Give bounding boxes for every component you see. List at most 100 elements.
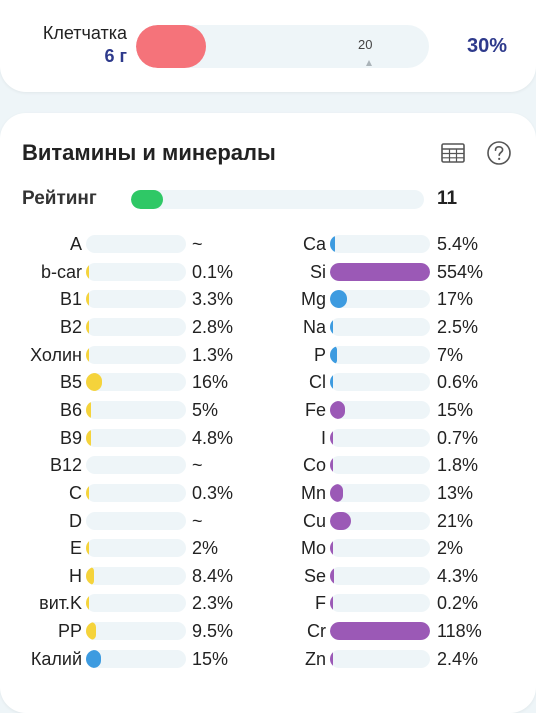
- nutrient-progress-bar: [330, 456, 430, 475]
- nutrient-progress-fill: [330, 400, 345, 419]
- nutrient-row: Mg 17%: [0, 288, 536, 310]
- nutrient-progress-bar: [86, 400, 186, 419]
- nutrient-value: 1.8%: [437, 455, 479, 476]
- nutrient-progress-bar: [330, 539, 430, 558]
- nutrient-value: 0.2%: [437, 593, 479, 614]
- nutrient-label: Mn: [300, 482, 326, 503]
- nutrient-label: E: [69, 538, 82, 559]
- nutrient-label: B2: [59, 316, 82, 337]
- nutrient-progress-bar: [86, 483, 186, 502]
- nutrient-progress-fill: [330, 594, 333, 613]
- nutrient-progress-bar: [330, 317, 430, 336]
- nutrient-row: PP 9.5%: [0, 620, 536, 642]
- nutrient-value: 15%: [437, 399, 474, 420]
- nutrient-label: I: [320, 427, 326, 448]
- fiber-amount: 6 г: [104, 46, 127, 66]
- nutrient-progress-bar: [86, 373, 186, 392]
- nutrient-row: D ~: [0, 510, 536, 532]
- nutrient-label: Mo: [300, 538, 326, 559]
- nutrient-label: Fe: [304, 399, 326, 420]
- nutrient-progress-bar: [86, 566, 186, 585]
- nutrient-progress-fill: [330, 456, 333, 475]
- nutrient-row: Калий 15%: [0, 648, 536, 670]
- nutrient-label: P: [313, 344, 326, 365]
- nutrient-label: B5: [59, 372, 82, 393]
- nutrient-progress-fill: [330, 262, 430, 281]
- nutrient-value: 554%: [437, 261, 484, 282]
- nutrient-value: 2.3%: [192, 593, 234, 614]
- nutrient-value: 16%: [192, 372, 229, 393]
- nutrient-value: ~: [192, 234, 203, 254]
- nutrient-progress-fill: [86, 566, 95, 585]
- nutrient-row: A ~: [0, 233, 536, 255]
- vitamins-title: Витамины и минералы: [22, 140, 276, 165]
- fiber-label: Клетчатка: [42, 23, 127, 43]
- nutrient-row: Cr 118%: [0, 620, 536, 642]
- nutrient-progress-bar: [330, 235, 430, 253]
- nutrient-progress-fill: [86, 400, 91, 419]
- nutrient-progress-fill: [86, 539, 89, 558]
- nutrient-value: 17%: [437, 289, 474, 310]
- fiber-target-marker: [366, 60, 372, 66]
- help-circle-icon[interactable]: [486, 140, 512, 166]
- nutrient-label: C: [69, 482, 82, 503]
- nutrient-value: 2.8%: [192, 316, 234, 337]
- nutrient-value: 5%: [192, 399, 219, 420]
- nutrient-value: 21%: [437, 510, 474, 531]
- nutrient-row: b-car 0.1%: [0, 261, 536, 283]
- nutrient-label: Co: [302, 455, 326, 476]
- nutrient-progress-fill: [330, 622, 430, 641]
- nutrient-progress-bar: [330, 262, 430, 281]
- nutrient-value: 5.4%: [437, 234, 479, 254]
- nutrient-progress-bar: [86, 235, 186, 253]
- nutrient-row: C 0.3%: [0, 482, 536, 504]
- rating-label: Рейтинг: [22, 188, 97, 209]
- nutrient-value: ~: [192, 510, 203, 531]
- nutrient-progress-bar: [86, 317, 186, 336]
- table-icon[interactable]: [440, 140, 466, 166]
- nutrient-label: Cr: [307, 621, 326, 642]
- nutrient-value: 4.8%: [192, 427, 234, 448]
- nutrient-progress-bar: [330, 373, 430, 392]
- nutrient-row: вит.K 2.3%: [0, 592, 536, 614]
- nutrient-progress-bar: [86, 290, 186, 309]
- nutrient-row: B6 5%: [0, 399, 536, 421]
- nutrient-label: F: [315, 593, 326, 614]
- nutrient-progress-fill: [86, 428, 91, 447]
- nutrient-label: H: [69, 565, 82, 586]
- nutrient-progress-fill: [86, 622, 96, 641]
- nutrient-value: 9.5%: [192, 621, 234, 642]
- nutrient-label: B1: [59, 289, 82, 310]
- nutrient-label: вит.K: [39, 593, 82, 614]
- nutrient-progress-bar: [330, 511, 430, 530]
- nutrient-progress-fill: [86, 345, 89, 364]
- nutrient-progress-bar: [86, 428, 186, 447]
- nutrient-row: Ca 5.4%: [0, 233, 536, 255]
- nutrient-progress-bar: [330, 566, 430, 585]
- nutrient-progress-fill: [86, 290, 90, 309]
- fiber-progress-fill: [136, 25, 207, 68]
- nutrient-row: Si 554%: [0, 261, 536, 283]
- nutrient-row: F 0.2%: [0, 592, 536, 614]
- nutrient-value: 7%: [437, 344, 464, 365]
- nutrient-progress-fill: [86, 373, 102, 392]
- nutrient-label: Холин: [30, 344, 82, 365]
- nutrient-progress-fill: [330, 566, 335, 585]
- nutrient-progress-bar: [330, 594, 430, 613]
- nutrient-value: 0.1%: [192, 261, 234, 282]
- nutrient-row: B2 2.8%: [0, 316, 536, 338]
- nutrient-progress-bar: [86, 511, 186, 530]
- rating-progress-fill: [131, 190, 164, 209]
- nutrient-row: B5 16%: [0, 371, 536, 393]
- nutrient-progress-fill: [86, 649, 101, 668]
- nutrient-progress-fill: [330, 373, 333, 392]
- nutrient-row: Mn 13%: [0, 482, 536, 504]
- nutrient-row: H 8.4%: [0, 565, 536, 587]
- nutrient-label: Cl: [309, 372, 326, 393]
- nutrient-progress-fill: [330, 317, 333, 336]
- nutrient-progress-fill: [86, 262, 89, 281]
- nutrient-progress-fill: [330, 235, 336, 253]
- nutrient-progress-bar: [330, 483, 430, 502]
- nutrient-progress-bar: [330, 649, 430, 668]
- nutrient-row: B9 4.8%: [0, 427, 536, 449]
